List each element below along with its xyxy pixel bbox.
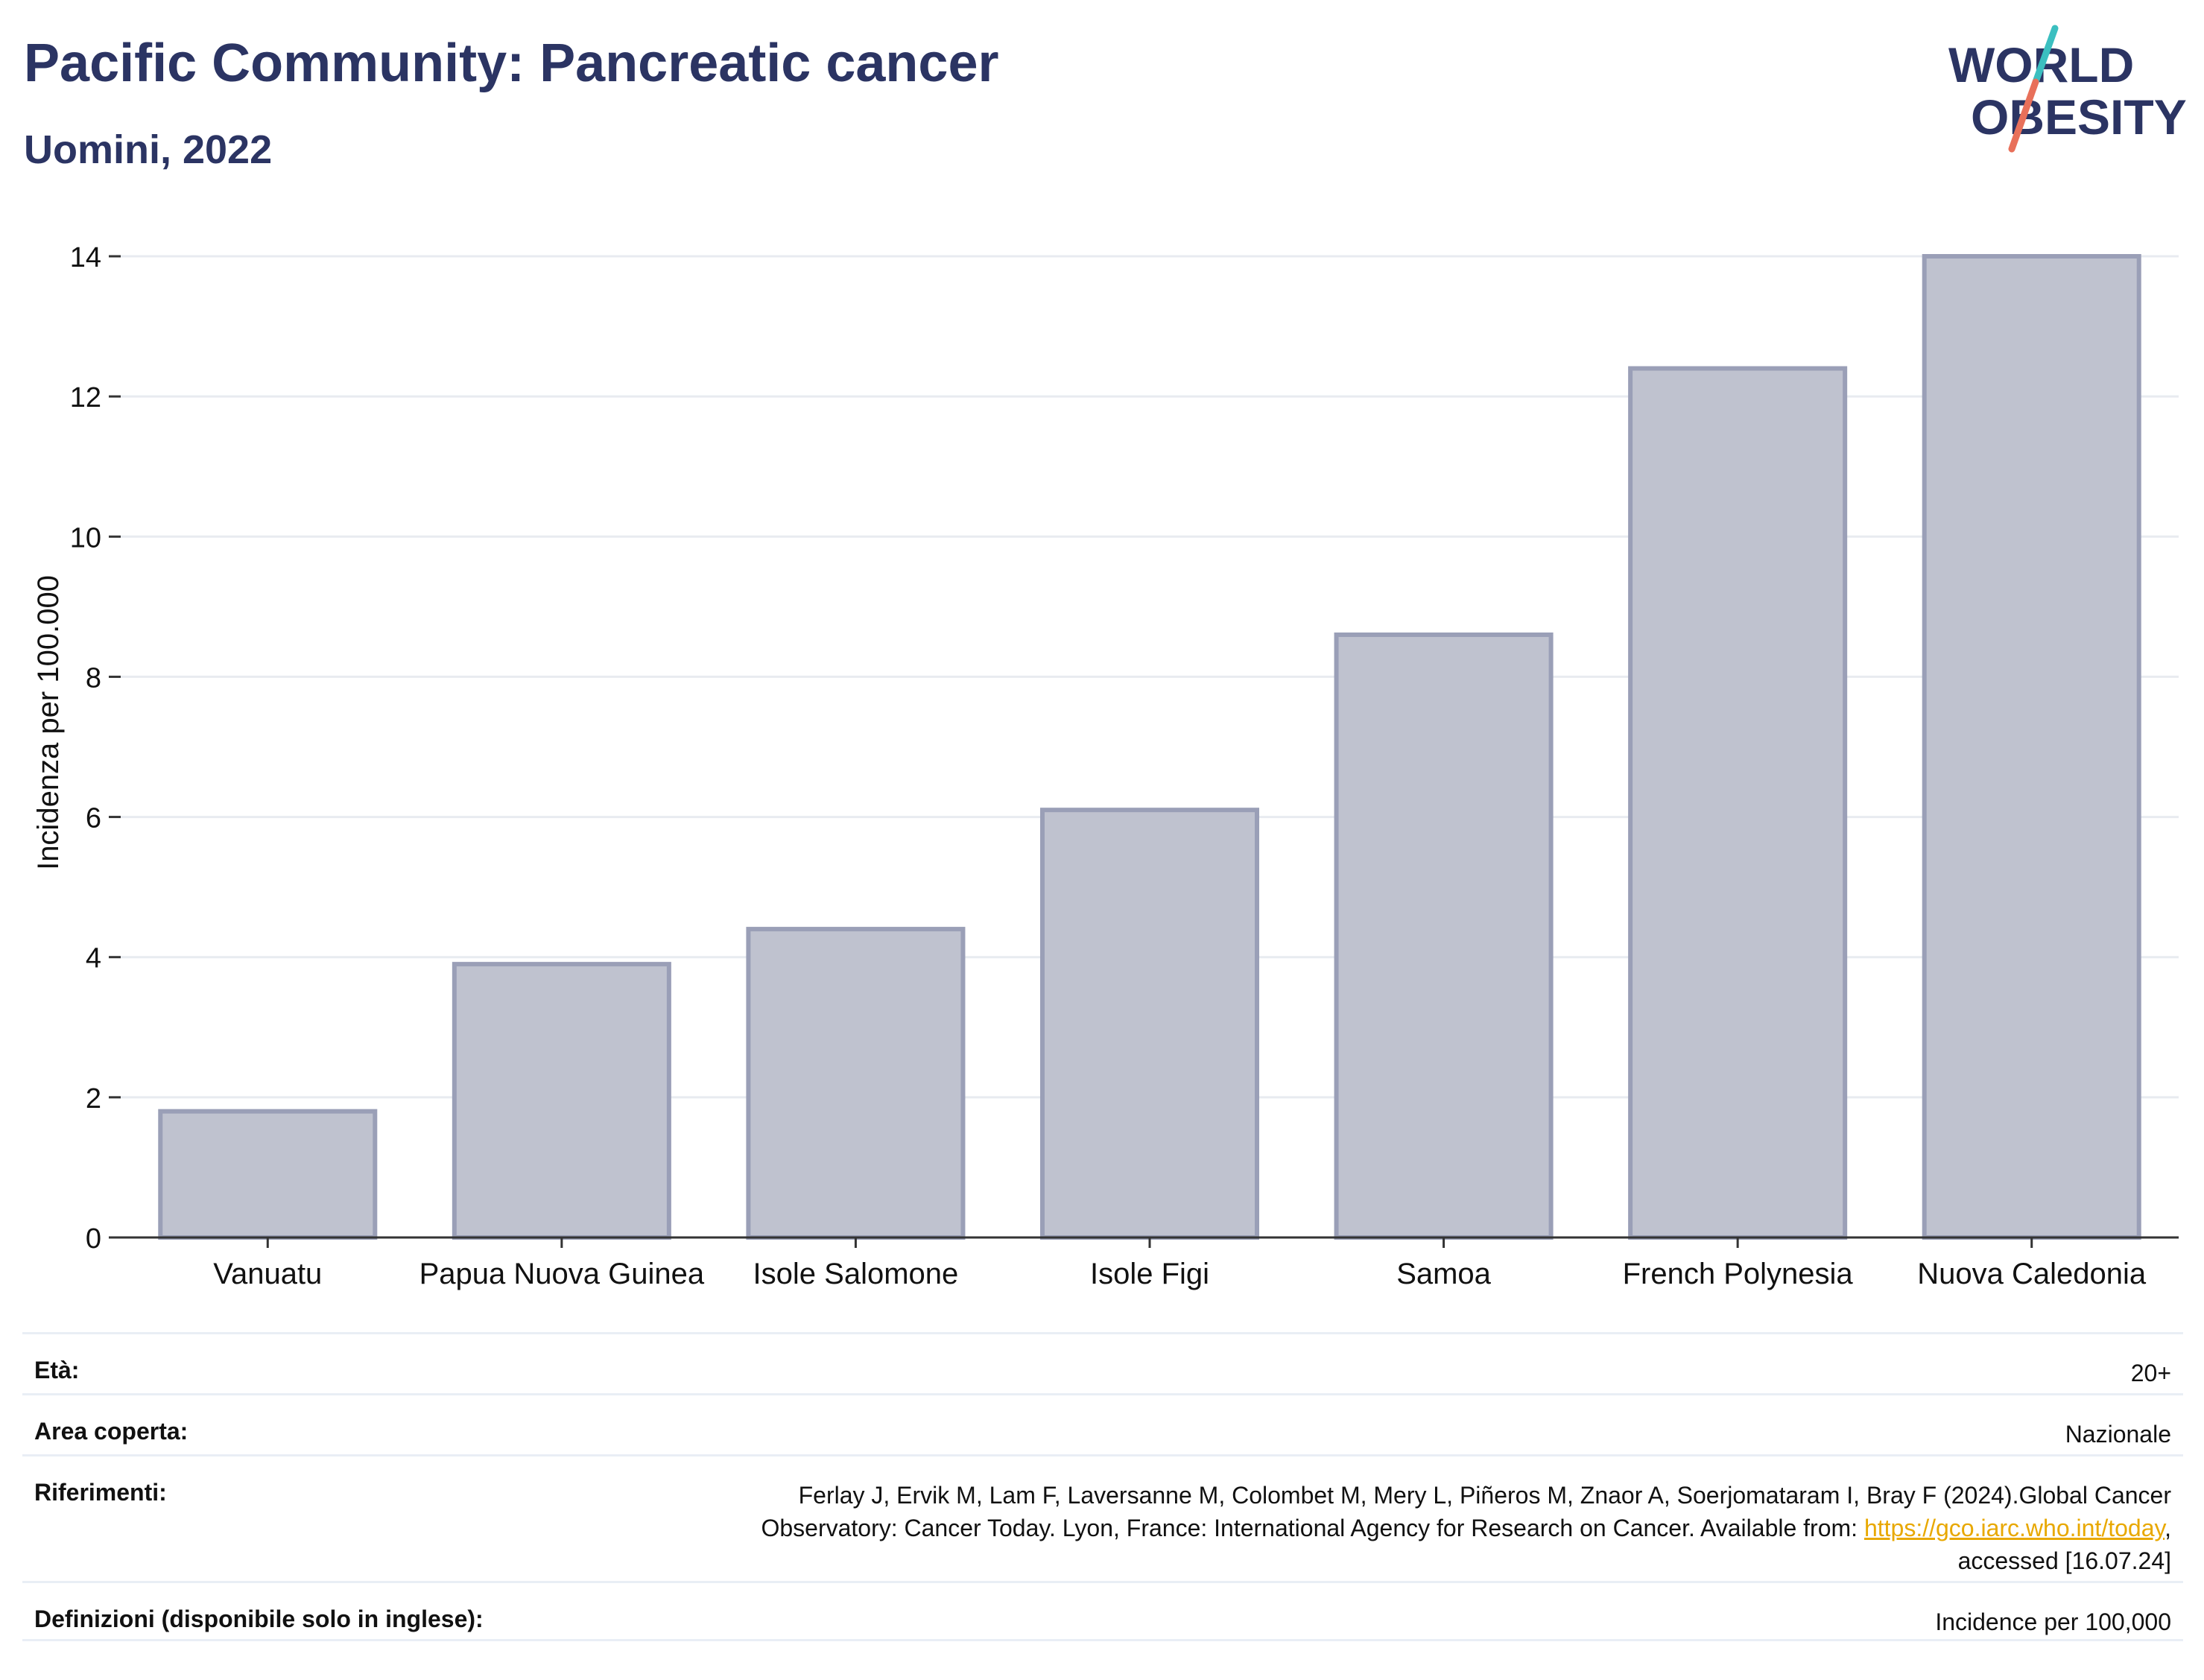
info-table-bottom-rule — [22, 1639, 2183, 1641]
bar — [1922, 254, 2141, 1240]
definitions-label: Definizioni (disponibile solo in inglese… — [34, 1605, 484, 1632]
bar-chart: 0 2 4 6 8 10 12 14 Vanuatu Papua Nuova Guinea Iso… — [32, 242, 2179, 1290]
bar — [1628, 366, 1848, 1240]
x-tick-label: Nuova Caledonia — [1917, 1258, 2147, 1290]
area-label: Area coperta: — [34, 1418, 189, 1445]
references-value: Ferlay J, Ervik M, Lam F, Laversanne M, … — [761, 1479, 2171, 1577]
bar — [452, 962, 671, 1240]
age-value: 20+ — [2130, 1360, 2171, 1386]
y-tick-label: 12 — [70, 382, 101, 413]
world-obesity-logo: WORLD OBESITY — [1948, 25, 2187, 153]
info-row-definitions: Definizioni (disponibile solo in inglese… — [22, 1581, 2183, 1641]
x-tick-label: Isole Figi — [1090, 1258, 1209, 1290]
y-axis-ticks: 0 2 4 6 8 10 12 14 — [70, 242, 121, 1255]
reference-link[interactable]: https://gco.iarc.who.int/today — [1863, 1515, 2165, 1541]
info-row-age: Età: 20+ — [22, 1332, 2183, 1393]
y-axis-label: Incidenza per 100.000 — [32, 575, 65, 870]
bar — [1039, 808, 1260, 1240]
y-tick-label: 4 — [86, 943, 101, 974]
reference-line-2-text: Observatory: Cancer Today. Lyon, France:… — [761, 1515, 1864, 1541]
y-tick-label: 0 — [86, 1223, 101, 1255]
y-tick-label: 6 — [86, 803, 101, 834]
reference-line-3: accessed [16.07.24] — [1957, 1547, 2171, 1574]
x-tick-label: Papua Nuova Guinea — [419, 1258, 705, 1290]
bar — [746, 927, 966, 1240]
x-axis-labels: Vanuatu Papua Nuova Guinea Isole Salomone I… — [213, 1237, 2147, 1290]
info-row-area: Area coperta: Nazionale — [22, 1393, 2183, 1454]
x-tick-label: Samoa — [1396, 1258, 1491, 1290]
x-tick-label: French Polynesia — [1623, 1258, 1854, 1290]
y-tick-label: 10 — [70, 522, 101, 554]
references-label: Riferimenti: — [34, 1479, 167, 1506]
age-label: Età: — [34, 1357, 80, 1383]
y-tick-label: 8 — [86, 662, 101, 694]
reference-line-1: Ferlay J, Ervik M, Lam F, Laversanne M, … — [798, 1482, 2171, 1509]
chart-bars — [158, 254, 2141, 1240]
page-title: Pacific Community: Pancreatic cancer — [24, 34, 999, 93]
logo-slash-top — [2032, 25, 2059, 86]
reference-line-2: Observatory: Cancer Today. Lyon, France:… — [761, 1512, 2171, 1544]
definitions-value: Incidence per 100,000 — [1935, 1608, 2171, 1635]
area-value: Nazionale — [2065, 1421, 2171, 1448]
x-tick-label: Isole Salomone — [753, 1258, 959, 1290]
logo-line-2: OBESITY — [1971, 89, 2187, 145]
reference-line-2-end: , — [2165, 1515, 2171, 1541]
x-tick-label: Vanuatu — [213, 1258, 322, 1290]
bar — [1334, 632, 1554, 1240]
page-subtitle: Uomini, 2022 — [24, 127, 273, 172]
y-tick-label: 2 — [86, 1083, 101, 1115]
info-row-references: Riferimenti: Ferlay J, Ervik M, Lam F, L… — [22, 1454, 2183, 1581]
y-tick-label: 14 — [70, 242, 101, 273]
logo-slash-bottom — [2008, 78, 2039, 153]
bar — [158, 1109, 378, 1240]
